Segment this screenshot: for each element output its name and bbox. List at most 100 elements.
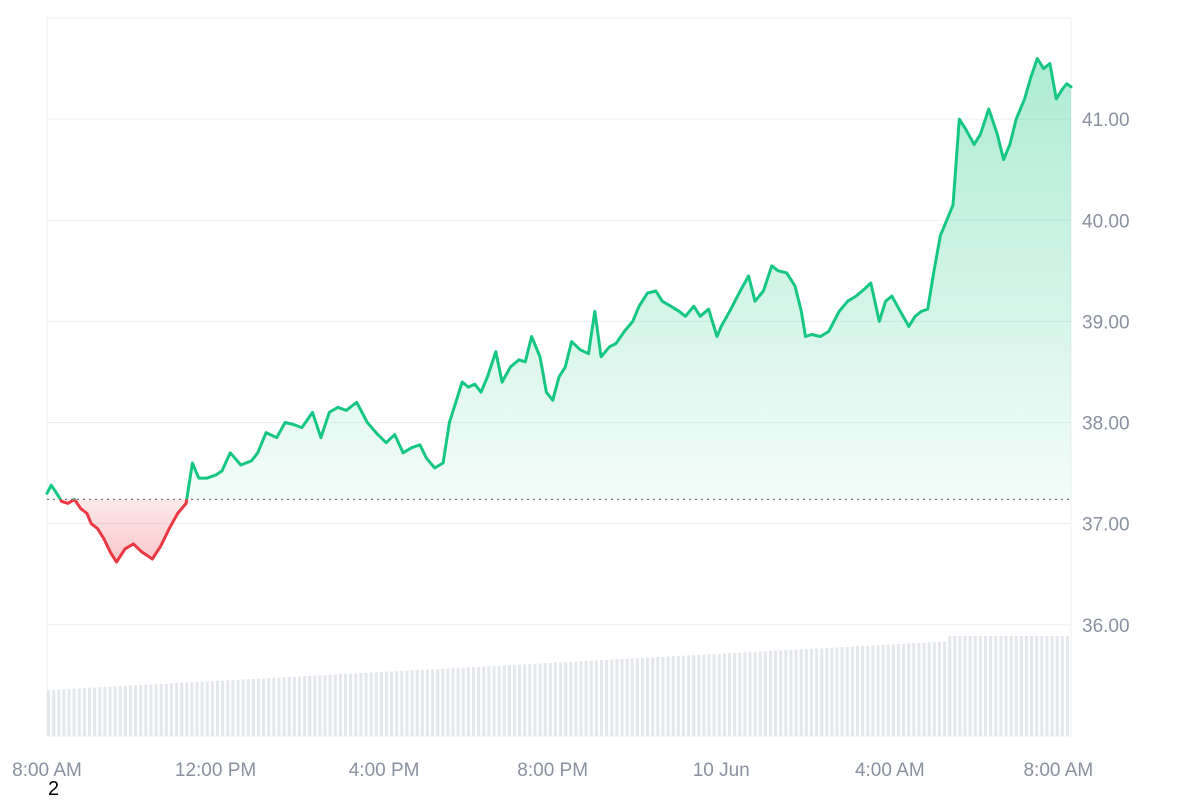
volume-bar	[318, 675, 322, 736]
volume-bar	[482, 666, 486, 736]
volume-bar	[799, 649, 803, 736]
volume-bar	[477, 666, 481, 736]
axes: 36.00 37.00 38.00 39.00 40.00 41.00 8:00 AM 12:…	[12, 110, 1129, 781]
volume-bar	[999, 636, 1003, 736]
volume-bar	[727, 653, 732, 736]
volume-bar	[871, 645, 875, 736]
volume-bar	[287, 677, 291, 736]
volume-bar	[323, 675, 327, 736]
volume-bar	[963, 636, 967, 736]
volume-bar	[308, 675, 312, 736]
volume-bar	[128, 685, 133, 736]
volume-bar	[502, 665, 506, 736]
volume-bar	[1004, 636, 1008, 736]
x-tick-label: 4:00 AM	[855, 760, 925, 781]
volume-bar	[768, 651, 773, 736]
volume-bar	[354, 673, 358, 736]
volume-bar	[989, 636, 993, 736]
volume-bar	[451, 668, 455, 736]
x-tick-label: 10 Jun	[693, 760, 750, 781]
volume-bar	[492, 665, 496, 736]
volume-bar	[753, 651, 757, 736]
volume-bar	[697, 654, 701, 736]
volume-bar	[784, 650, 788, 736]
volume-bar	[528, 664, 532, 736]
volume-bar	[82, 688, 86, 736]
volume-bar	[384, 671, 389, 736]
volume-bar	[210, 681, 214, 736]
volume-bar	[881, 644, 885, 736]
volume-bar	[47, 690, 51, 736]
volume-bar	[379, 672, 383, 736]
volume-bar	[779, 650, 783, 736]
volume-bar	[507, 665, 511, 736]
volume-bar	[635, 658, 639, 736]
volume-bar	[175, 683, 179, 736]
y-tick-label: 37.00	[1082, 515, 1130, 536]
volume-bar	[548, 662, 552, 736]
volume-bar	[1060, 636, 1064, 736]
volume-bar	[968, 636, 972, 736]
volume-bar	[497, 665, 501, 736]
volume-bar	[328, 674, 332, 736]
volume-bar	[359, 673, 363, 736]
volume-bar	[646, 657, 650, 736]
volume-bar	[840, 647, 844, 736]
volume-bar	[364, 672, 368, 736]
volume-bar	[487, 666, 491, 736]
volume-bar	[390, 671, 394, 736]
volume-bar	[553, 662, 557, 736]
volume-bar	[599, 660, 604, 736]
volume-bar	[431, 669, 435, 736]
volume-bar	[973, 636, 977, 736]
volume-bar	[512, 664, 517, 736]
volume-bar	[251, 678, 255, 736]
x-tick-label: 12:00 PM	[175, 760, 256, 781]
volume-bar	[830, 647, 834, 736]
volume-bar	[958, 636, 962, 736]
volume-bar	[466, 667, 470, 736]
volume-bar	[338, 674, 342, 736]
volume-bar	[902, 643, 906, 736]
volume-bar	[395, 671, 399, 736]
volume-bar	[67, 688, 71, 736]
volume-bar	[983, 636, 988, 736]
volume-bar	[425, 669, 429, 736]
volume-bar	[282, 677, 286, 736]
volume-bar	[343, 673, 348, 736]
volume-bar	[809, 648, 813, 736]
volume-bar	[159, 683, 163, 736]
volume-bar	[77, 688, 81, 736]
volume-bar	[615, 659, 619, 736]
volume-bar	[1050, 636, 1054, 736]
volume-bar	[190, 682, 194, 736]
volume-bar	[149, 684, 153, 736]
volume-bar	[855, 646, 860, 736]
volume-bar	[671, 656, 675, 736]
volume-bar	[743, 652, 747, 736]
volume-bar	[262, 678, 266, 736]
volume-bar	[231, 680, 235, 736]
volume-bar	[272, 677, 276, 736]
volume-bar	[523, 664, 527, 736]
y-tick-label: 38.00	[1082, 414, 1130, 435]
volume-bar	[564, 662, 568, 736]
volume-bar	[651, 657, 655, 736]
volume-bar	[917, 643, 921, 736]
volume-bar	[712, 654, 716, 736]
volume-bar	[349, 673, 353, 736]
volume-bar	[937, 641, 941, 736]
volume-bar	[574, 661, 578, 736]
volume-bar	[569, 661, 573, 736]
x-tick-label: 8:00 AM	[12, 760, 82, 781]
volume-bar	[850, 646, 854, 736]
volume-bar	[717, 653, 721, 736]
volume-bar	[108, 686, 112, 736]
volume-bar	[738, 652, 742, 736]
volume-bar	[1055, 636, 1059, 736]
volume-bar	[932, 642, 936, 736]
volume-bar	[774, 650, 778, 736]
volume-bar	[154, 684, 158, 736]
volume-bar	[277, 677, 281, 736]
